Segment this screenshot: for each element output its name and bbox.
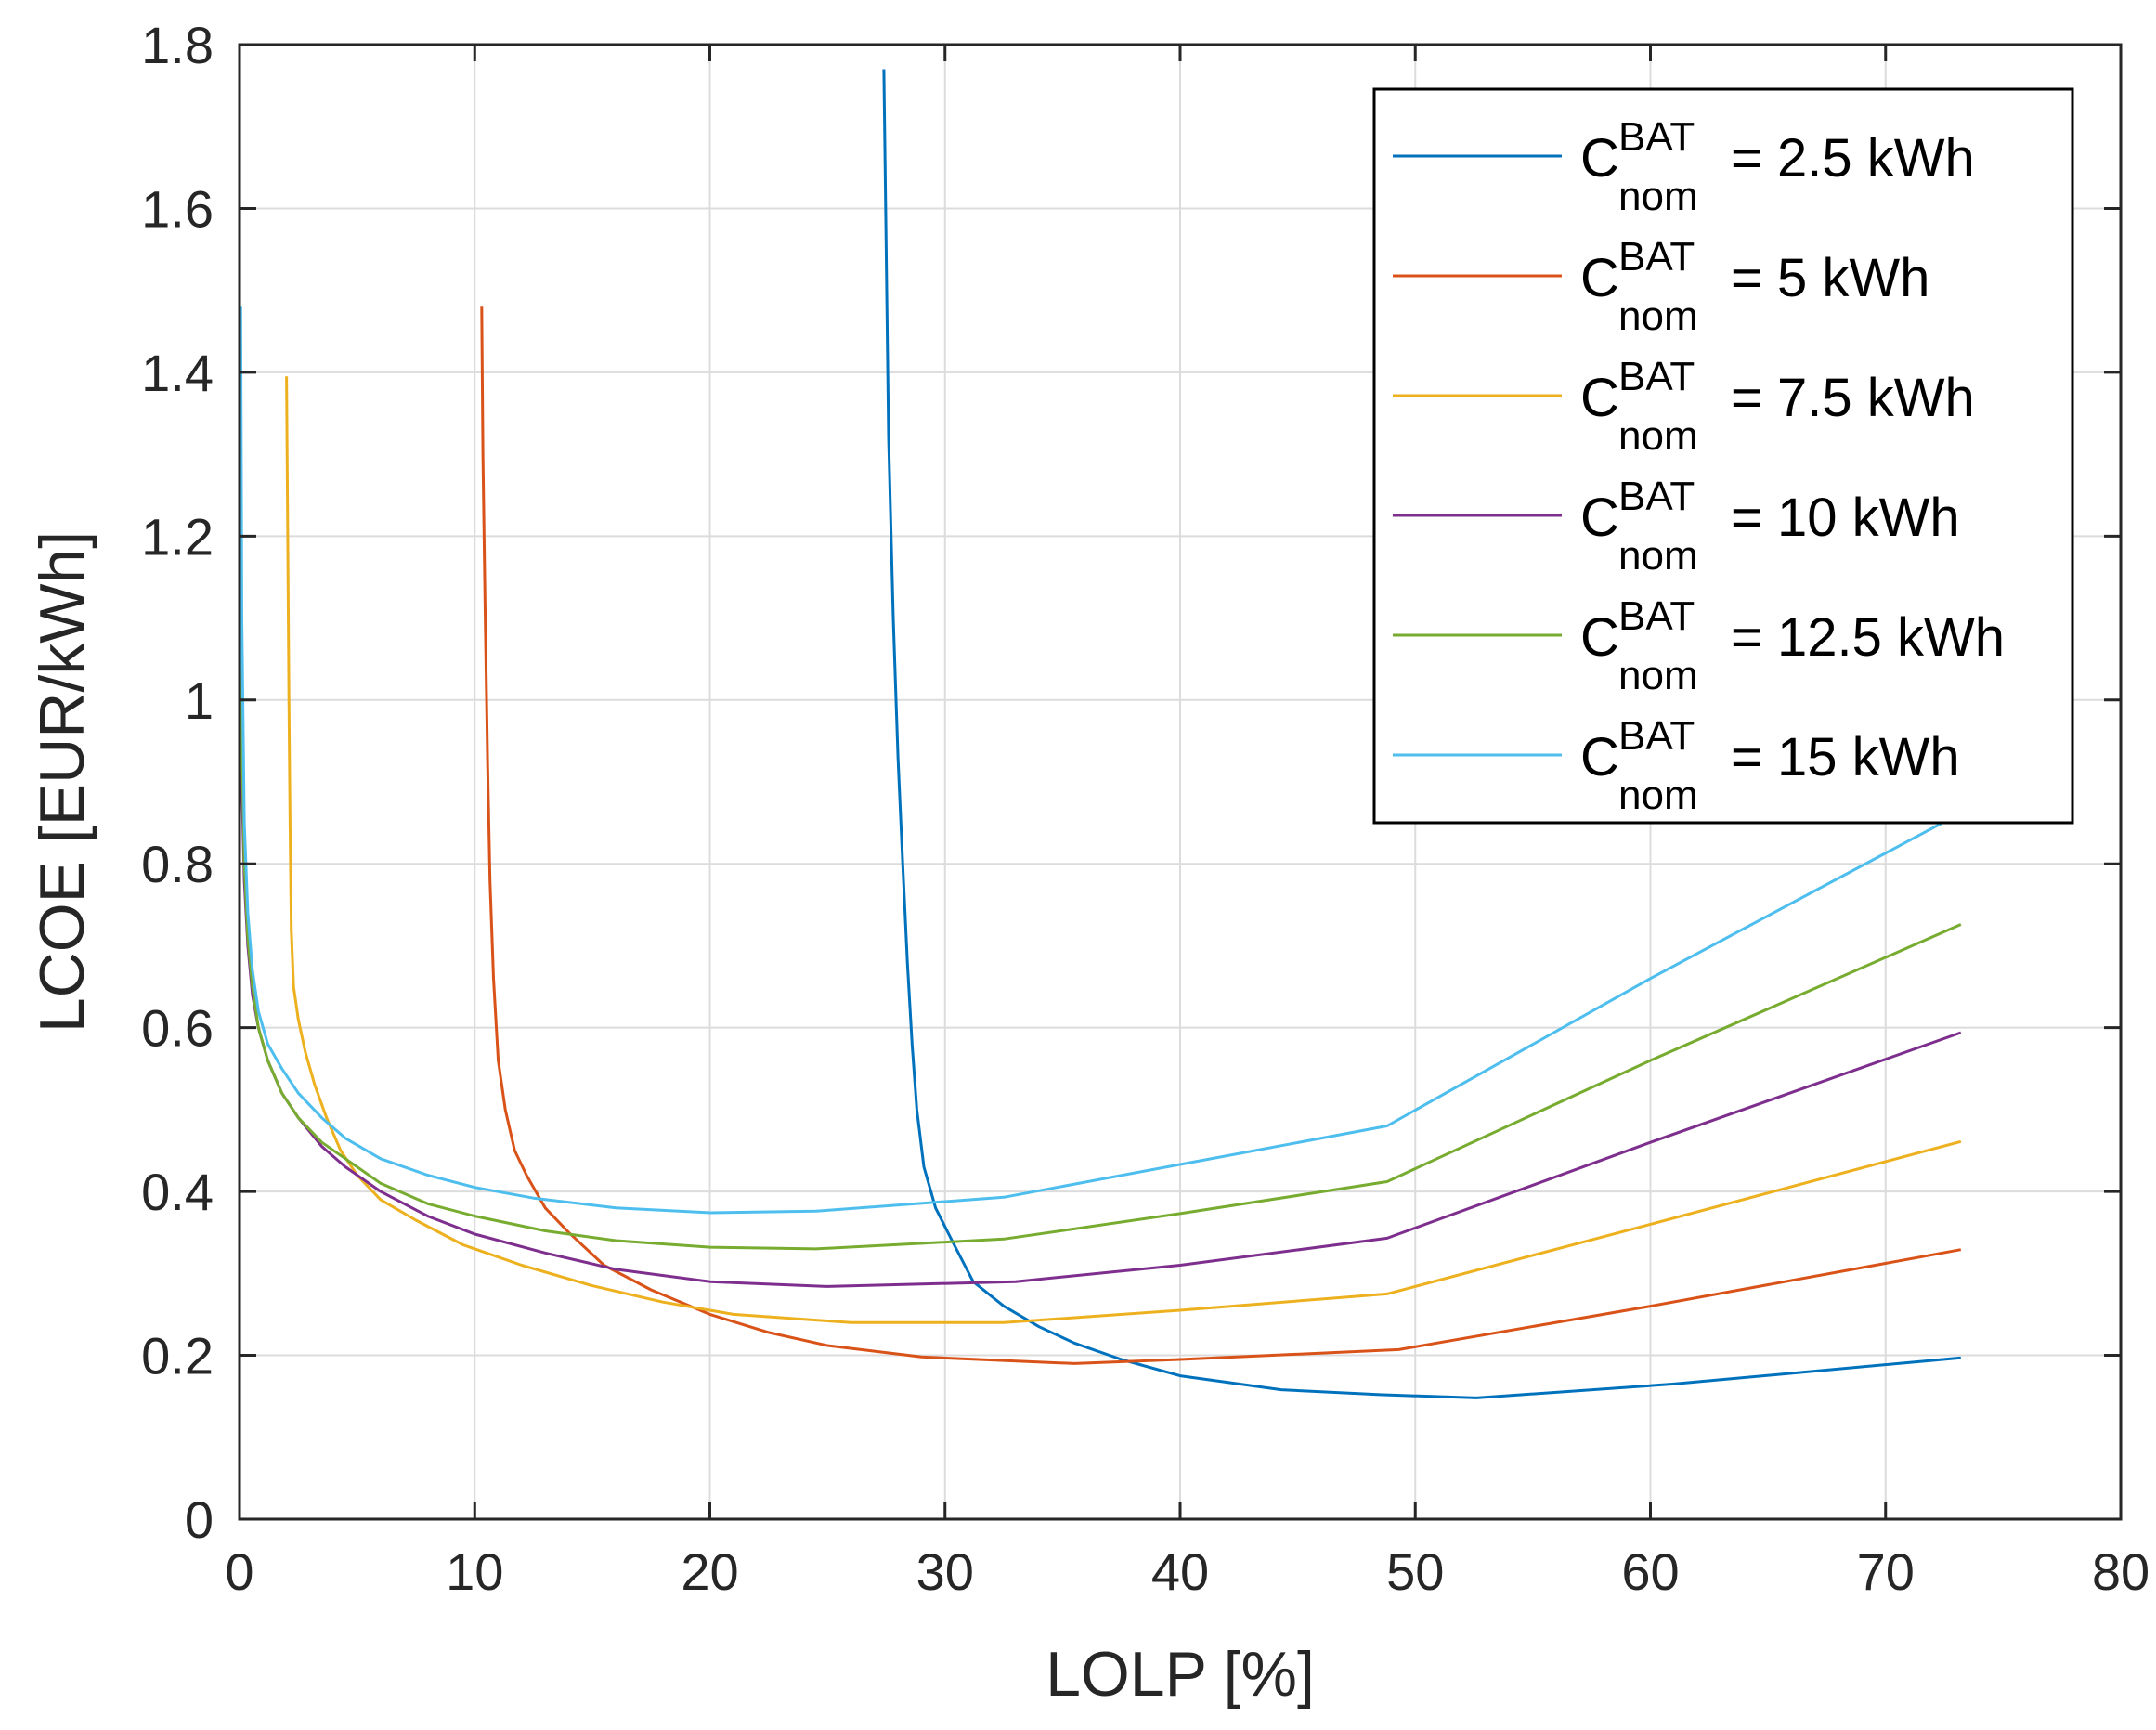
legend-base-letter: C bbox=[1580, 128, 1619, 189]
y-tick-label: 1.8 bbox=[141, 16, 214, 74]
legend-value: = 5 kWh bbox=[1731, 248, 1929, 308]
y-tick-label: 0.2 bbox=[141, 1327, 214, 1385]
y-tick-label: 0 bbox=[185, 1490, 214, 1549]
legend-box bbox=[1372, 87, 2074, 825]
y-tick-label: 1 bbox=[185, 671, 214, 730]
legend-subscript: nom bbox=[1618, 773, 1698, 818]
legend-base-letter: C bbox=[1580, 248, 1619, 308]
series-line-6 bbox=[239, 306, 1962, 1215]
y-tick-label: 0.8 bbox=[141, 835, 214, 893]
y-tick-label: 1.4 bbox=[141, 344, 214, 402]
x-tick-label: 10 bbox=[446, 1542, 503, 1601]
legend-base-letter: C bbox=[1580, 727, 1619, 787]
series-line-5 bbox=[239, 495, 1962, 1251]
legend-value: = 15 kWh bbox=[1731, 727, 1960, 787]
legend-subscript: nom bbox=[1618, 413, 1698, 459]
x-tick-label: 40 bbox=[1151, 1542, 1209, 1601]
x-tick-label: 50 bbox=[1386, 1542, 1444, 1601]
x-tick-label: 80 bbox=[2092, 1542, 2150, 1601]
legend-value: = 12.5 kWh bbox=[1731, 607, 2005, 668]
series-lines bbox=[239, 69, 1962, 1399]
legend-value: = 2.5 kWh bbox=[1731, 128, 1975, 189]
legend-superscript: BAT bbox=[1618, 713, 1695, 759]
x-tick-label: 60 bbox=[1621, 1542, 1679, 1601]
series-line-3 bbox=[285, 376, 1962, 1324]
legend-value: = 7.5 kWh bbox=[1731, 368, 1975, 428]
x-tick-label: 70 bbox=[1857, 1542, 1915, 1601]
y-tick-label: 1.6 bbox=[141, 179, 214, 238]
x-axis-label: LOLP [%] bbox=[1046, 1639, 1315, 1710]
legend-base-letter: C bbox=[1580, 368, 1619, 428]
y-tick-label: 0.6 bbox=[141, 999, 214, 1058]
legend-subscript: nom bbox=[1618, 533, 1698, 579]
series-line-2 bbox=[480, 306, 1962, 1365]
legend-superscript: BAT bbox=[1618, 354, 1695, 399]
legend-superscript: BAT bbox=[1618, 593, 1695, 639]
y-tick-label: 0.4 bbox=[141, 1163, 214, 1221]
legend-value: = 10 kWh bbox=[1731, 488, 1960, 548]
x-tick-label: 20 bbox=[681, 1542, 738, 1601]
legend-subscript: nom bbox=[1618, 174, 1698, 219]
y-tick-label: 1.2 bbox=[141, 507, 214, 566]
y-axis-label: LCOE [EUR/kWh] bbox=[27, 531, 97, 1033]
legend-superscript: BAT bbox=[1618, 234, 1695, 280]
legend-base-letter: C bbox=[1580, 607, 1619, 668]
legend-subscript: nom bbox=[1618, 293, 1698, 339]
legend-superscript: BAT bbox=[1618, 474, 1695, 519]
axis-ticks: 0 10 20 30 40 50 60 70 80 0 0.2 0.4 0.6 0.8 1 1.2 1.4 1.6… bbox=[141, 16, 2150, 1601]
legend-subscript: nom bbox=[1618, 653, 1698, 698]
x-tick-label: 0 bbox=[225, 1542, 253, 1601]
legend-superscript: BAT bbox=[1618, 114, 1695, 160]
x-tick-label: 30 bbox=[916, 1542, 974, 1601]
legend-base-letter: C bbox=[1580, 488, 1619, 548]
